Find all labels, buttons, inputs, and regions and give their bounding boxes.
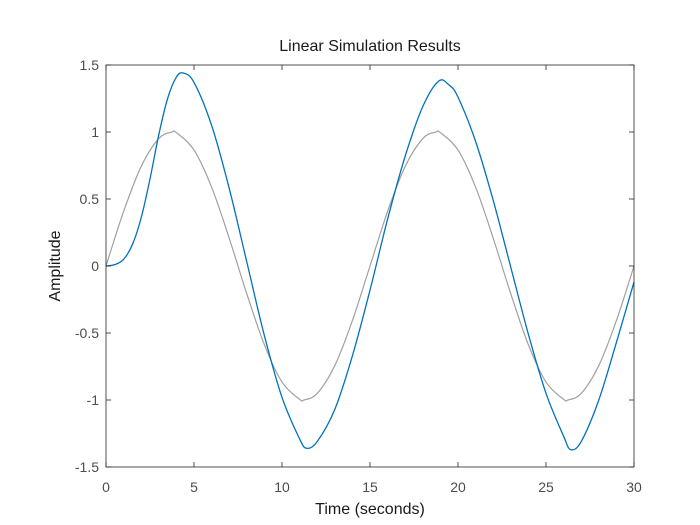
x-tick-label: 25 [538,479,554,495]
series-layer [105,72,635,451]
series-line-1 [105,130,635,402]
y-tick-label: -0.5 [75,325,99,341]
series-line-2 [105,72,635,451]
y-tick-label: 1 [91,124,99,140]
x-tick-label: 5 [190,479,198,495]
y-tick-label: 0 [91,258,99,274]
y-axis-label: Amplitude [47,230,64,301]
x-tick-label: 10 [274,479,290,495]
x-tick-label: 20 [450,479,466,495]
y-tick-label: 1.5 [80,57,100,73]
chart-title: Linear Simulation Results [279,38,460,55]
x-tick-label: 15 [362,479,378,495]
x-tick-label: 30 [626,479,642,495]
tick-layer: 0 5 10 15 20 25 30 1.5 1 0.5 0 -0.5 -1 -1.5 [75,57,642,495]
y-tick-label: -1.5 [75,459,99,475]
y-tick-label: -1 [87,392,100,408]
x-tick-label: 0 [102,479,110,495]
x-axis-label: Time (seconds) [315,501,425,518]
y-tick-label: 0.5 [80,191,100,207]
